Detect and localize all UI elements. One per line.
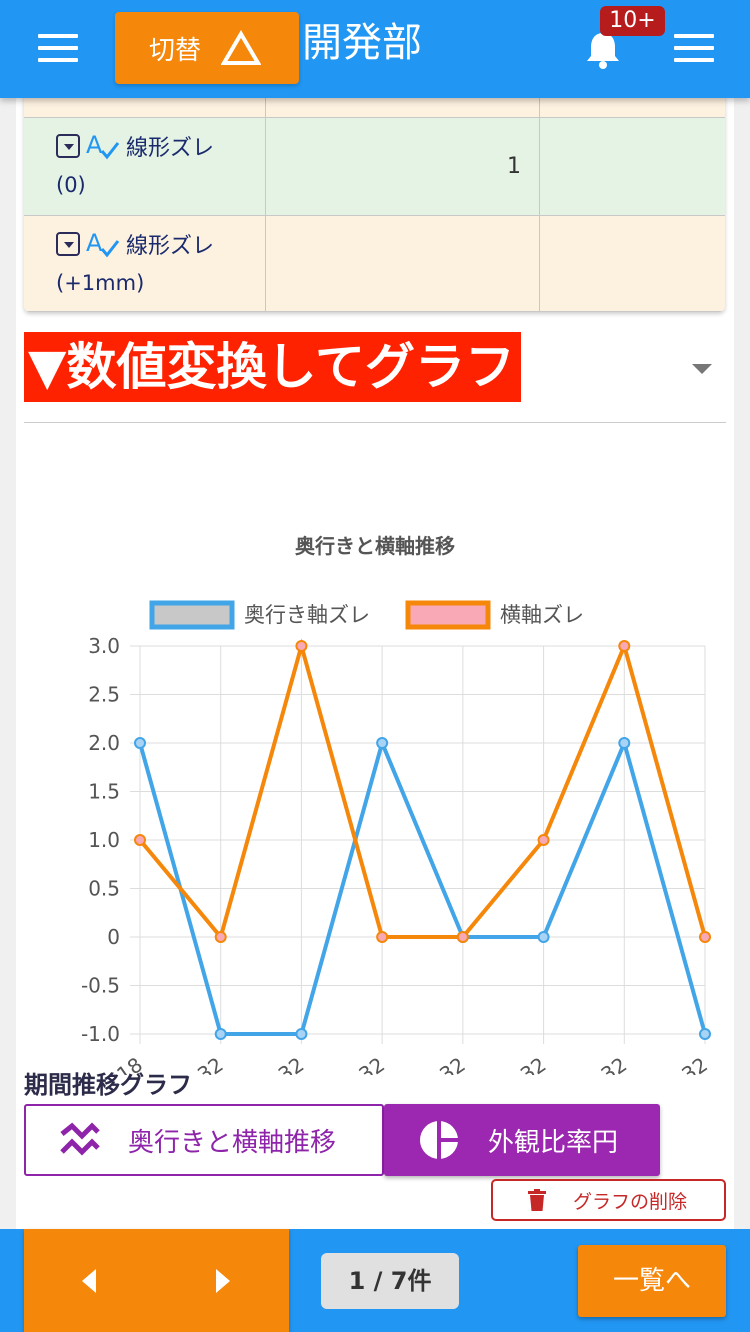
bell-icon[interactable] bbox=[583, 30, 623, 70]
y-tick-label: 3.0 bbox=[88, 634, 120, 658]
pie-chart-icon bbox=[420, 1121, 458, 1159]
y-tick-label: 1.5 bbox=[88, 780, 120, 804]
table-row: A 線形ズレ (+1mm) bbox=[24, 216, 725, 312]
data-point bbox=[214, 931, 227, 943]
y-tick-label: -1.0 bbox=[81, 1022, 120, 1046]
trend-icon bbox=[60, 1122, 100, 1156]
text-check-icon: A bbox=[86, 229, 120, 258]
data-point bbox=[295, 640, 308, 652]
chart-title: 奥行きと横軸推移 bbox=[295, 534, 455, 558]
y-tick-label: 1.0 bbox=[88, 828, 120, 852]
section-heading: ▼数値変換してグラフ bbox=[24, 332, 521, 402]
y-tick-label: 0.5 bbox=[88, 877, 120, 901]
data-point bbox=[134, 737, 146, 749]
trend-button-label: 奥行きと横軸推移 bbox=[128, 1127, 337, 1158]
row-label: 線形ズレ bbox=[126, 234, 215, 259]
triangle-icon bbox=[221, 30, 262, 65]
data-point bbox=[295, 1028, 308, 1040]
legend-swatch bbox=[149, 600, 235, 630]
data-point bbox=[699, 1028, 711, 1040]
app-header: 切替 開発部 10+ bbox=[0, 0, 750, 98]
text-check-icon: A bbox=[86, 131, 120, 160]
prev-next-nav bbox=[24, 1229, 289, 1332]
dropdown-toggle-icon[interactable] bbox=[56, 232, 80, 256]
svg-text:A: A bbox=[86, 131, 103, 159]
delete-graph-button[interactable]: グラフの削除 bbox=[491, 1179, 726, 1221]
collapse-caret-icon[interactable] bbox=[692, 364, 712, 374]
y-tick-label: 0 bbox=[107, 925, 120, 949]
pie-graph-button[interactable]: 外観比率円 bbox=[384, 1104, 660, 1176]
data-point bbox=[618, 737, 631, 749]
row-label: 線形ズレ bbox=[126, 136, 215, 161]
data-point bbox=[376, 931, 389, 943]
department-title: 開発部 bbox=[302, 20, 422, 66]
footer-bar: 1 / 7件 一覧へ bbox=[0, 1229, 750, 1332]
inspection-table: A 線形ズレ (0) 1 A 線形ズレ (+1mm) bbox=[24, 90, 725, 312]
switch-button[interactable]: 切替 bbox=[115, 12, 299, 84]
legend-label: 奥行き軸ズレ bbox=[244, 603, 370, 627]
dropdown-toggle-icon[interactable] bbox=[56, 134, 80, 158]
pie-button-label: 外観比率円 bbox=[488, 1127, 619, 1158]
legend-swatch bbox=[405, 600, 491, 630]
data-point bbox=[699, 931, 711, 943]
y-tick-label: 2.0 bbox=[88, 731, 120, 755]
y-tick-label: -0.5 bbox=[81, 974, 120, 998]
table-row: A 線形ズレ (0) 1 bbox=[24, 118, 725, 216]
main-content: A 線形ズレ (0) 1 A 線形ズレ (+1mm) ▼数値変換してグラフ bbox=[16, 90, 734, 1230]
next-arrow-icon[interactable] bbox=[216, 1269, 230, 1293]
delete-button-label: グラフの削除 bbox=[573, 1190, 688, 1213]
menu-left-icon[interactable] bbox=[38, 34, 78, 62]
svg-text:A: A bbox=[86, 229, 103, 257]
data-point bbox=[376, 737, 389, 749]
y-tick-label: 2.5 bbox=[88, 683, 120, 707]
data-point bbox=[134, 834, 146, 846]
page-indicator: 1 / 7件 bbox=[321, 1253, 459, 1309]
data-point bbox=[456, 931, 469, 943]
data-point bbox=[537, 931, 550, 943]
chart-container: 奥行きと横軸推移奥行き軸ズレ 横軸ズレ 3.0 2.5 2.0 1.5 1.0 0.5 0 -0.… bbox=[16, 425, 734, 1142]
legend-label: 横軸ズレ bbox=[500, 603, 584, 627]
period-graph-label: 期間推移グラフ bbox=[24, 1071, 192, 1099]
trend-graph-button[interactable]: 奥行きと横軸推移 bbox=[24, 1104, 384, 1176]
series-line bbox=[138, 638, 707, 942]
prev-arrow-icon[interactable] bbox=[82, 1269, 96, 1293]
row-sub-label: (0) bbox=[56, 173, 86, 197]
notification-badge: 10+ bbox=[600, 6, 665, 36]
data-point bbox=[214, 1028, 227, 1040]
back-to-list-button[interactable]: 一覧へ bbox=[578, 1245, 726, 1317]
divider bbox=[24, 422, 726, 423]
data-point bbox=[537, 834, 550, 846]
row-value: 1 bbox=[507, 154, 521, 179]
row-sub-label: (+1mm) bbox=[56, 271, 145, 295]
data-point bbox=[618, 640, 631, 652]
switch-label: 切替 bbox=[149, 35, 202, 66]
menu-right-icon[interactable] bbox=[674, 34, 714, 62]
trash-icon bbox=[528, 1189, 546, 1211]
series-line bbox=[138, 736, 707, 1036]
